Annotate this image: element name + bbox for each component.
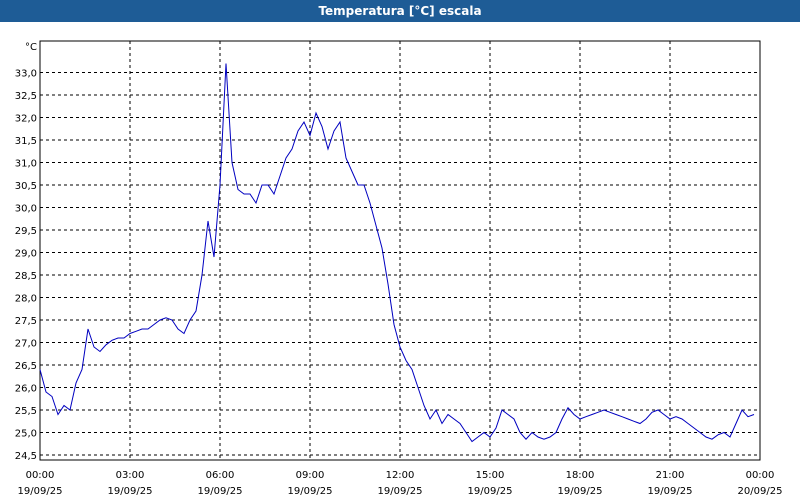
y-tick-label: 32,5: [15, 91, 37, 102]
series-layer: [39, 63, 755, 443]
y-tick-label: 27,5: [15, 316, 37, 327]
x-tick-time-label: 09:00: [296, 470, 325, 481]
x-tick-labels: 00:00 19/09/25 03:00 19/09/25 06:00 19/09/25 0…: [18, 470, 783, 497]
x-tick-date-label: 19/09/25: [468, 486, 513, 497]
x-tick-date-label: 19/09/25: [198, 486, 243, 497]
y-tick-label: 26,0: [15, 384, 37, 395]
chart-title: Temperatura [°C] escala: [0, 0, 800, 22]
x-tick-time-label: 00:00: [746, 470, 775, 481]
x-tick-date-label: 19/09/25: [558, 486, 603, 497]
x-tick-time-label: 18:00: [566, 470, 595, 481]
temperature-series-line: [39, 63, 755, 443]
plot-frame: [39, 40, 761, 461]
y-tick-label: 27,0: [15, 339, 37, 350]
grid: [40, 41, 760, 460]
y-tick-label: 29,5: [15, 226, 37, 237]
x-tick-time-label: 06:00: [206, 470, 235, 481]
x-tick-date-label: 19/09/25: [288, 486, 333, 497]
y-tick-labels: 24,5 25,0 25,5 26,0 26,5 27,0 27,5 28,0 28,5 29,0…: [15, 69, 37, 463]
y-tick-label: 28,0: [15, 294, 37, 305]
y-tick-label: 25,0: [15, 429, 37, 440]
y-tick-label: 26,5: [15, 361, 37, 372]
x-tick-time-label: 03:00: [116, 470, 145, 481]
y-tick-label: 31,0: [15, 159, 37, 170]
y-tick-label: 28,5: [15, 271, 37, 282]
x-tick-time-label: 00:00: [26, 470, 55, 481]
x-tick-date-label: 19/09/25: [18, 486, 63, 497]
y-axis-unit-label: °C: [25, 42, 37, 53]
x-tick-date-label: 19/09/25: [378, 486, 423, 497]
y-tick-label: 31,5: [15, 136, 37, 147]
y-tick-label: 30,5: [15, 181, 37, 192]
y-tick-label: 29,0: [15, 249, 37, 260]
x-tick-time-label: 21:00: [656, 470, 685, 481]
y-tick-label: 25,5: [15, 406, 37, 417]
x-tick-time-label: 12:00: [386, 470, 415, 481]
y-tick-label: 24,5: [15, 451, 37, 462]
x-tick-date-label: 19/09/25: [108, 486, 153, 497]
x-tick-date-label: 20/09/25: [738, 486, 783, 497]
y-tick-label: 33,0: [15, 69, 37, 80]
x-tick-date-label: 19/09/25: [648, 486, 693, 497]
x-tick-time-label: 15:00: [476, 470, 505, 481]
y-tick-label: 32,0: [15, 114, 37, 125]
y-tick-label: 30,0: [15, 204, 37, 215]
